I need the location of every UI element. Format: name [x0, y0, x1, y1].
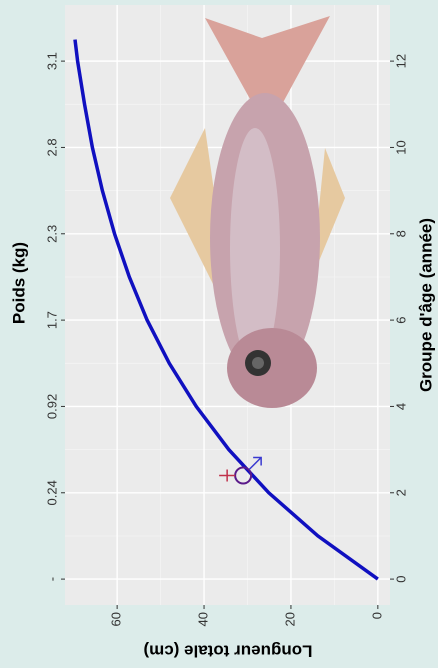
growth-curve: [73, 39, 379, 581]
x-tick-label: 6: [393, 316, 408, 323]
top-tick-label: 1.7: [44, 311, 59, 329]
x-tick-label: 10: [393, 140, 408, 154]
y-tick-label: 60: [109, 612, 124, 626]
plot: [73, 39, 379, 581]
top-tick-label: -: [44, 577, 59, 581]
x-tick-label: 12: [393, 54, 408, 68]
x-tick-label: 2: [393, 489, 408, 496]
rotated-plot: Poids (kg) Groupe d'âge (année) Longueur…: [9, 5, 435, 661]
x-axis-title: Groupe d'âge (année): [416, 218, 435, 392]
y-axis-title: Longueur totale (cm): [143, 642, 312, 661]
top-tick-label: 0.24: [44, 480, 59, 505]
top-tick-label: 2.8: [44, 138, 59, 156]
x-tick-label: 4: [393, 403, 408, 410]
x-tick-label: 0: [393, 575, 408, 582]
top-tick-label: 3.1: [44, 52, 59, 70]
top-tick-label: 0.92: [44, 394, 59, 419]
sex-symbol: [219, 469, 236, 482]
fish-illustration: [170, 16, 345, 408]
y-tick-label: 40: [195, 612, 210, 626]
x-tick-label: 8: [393, 230, 408, 237]
y-tick-label: 0: [369, 612, 384, 619]
sex-symbol: [248, 456, 262, 471]
top-tick-label: 2.3: [44, 225, 59, 243]
top-axis-title: Poids (kg): [9, 242, 28, 324]
y-tick-label: 20: [282, 612, 297, 626]
